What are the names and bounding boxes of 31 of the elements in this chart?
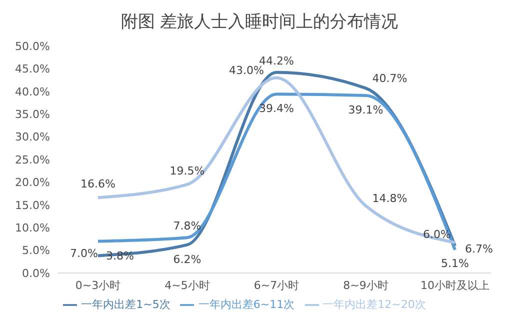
- data-label: 5.1%: [441, 256, 469, 270]
- data-label: 7.0%: [70, 247, 98, 260]
- y-tick-label: 5.0%: [22, 244, 50, 258]
- legend-label: 一年内出差12~20次: [322, 298, 426, 311]
- data-label: 7.8%: [173, 220, 202, 233]
- y-tick-label: 0.0%: [22, 266, 50, 280]
- chart-title: 附图 差旅人士入睡时间上的分布情况: [120, 11, 400, 34]
- data-label: 39.4%: [259, 102, 294, 116]
- y-tick-label: 25.0%: [15, 153, 50, 166]
- y-tick-label: 30.0%: [15, 130, 50, 144]
- y-tick-label: 40.0%: [15, 85, 50, 98]
- x-tick-label: 8~9小时: [343, 278, 388, 292]
- x-tick-label: 0~3小时: [75, 278, 121, 292]
- y-tick-label: 10.0%: [15, 222, 50, 235]
- data-label: 6.2%: [173, 252, 202, 266]
- y-tick-label: 50.0%: [15, 40, 50, 53]
- legend-label: 一年内出差1~5次: [81, 298, 170, 311]
- data-label: 39.1%: [348, 103, 384, 116]
- x-tick-label: 10小时及以上: [420, 278, 490, 292]
- x-tick-label: 6~7小时: [254, 278, 300, 292]
- data-label: 6.7%: [465, 242, 493, 256]
- data-label: 14.8%: [372, 192, 408, 205]
- y-tick-label: 45.0%: [15, 62, 50, 76]
- y-tick-label: 15.0%: [15, 198, 50, 212]
- data-label: 19.5%: [170, 164, 205, 178]
- x-tick-label: 4~5小时: [164, 278, 210, 292]
- data-label: 16.6%: [80, 178, 116, 191]
- y-tick-label: 20.0%: [15, 176, 50, 190]
- y-tick-label: 35.0%: [15, 108, 50, 122]
- legend-label: 一年内出差6~11次: [198, 298, 295, 311]
- data-label: 40.7%: [372, 72, 408, 86]
